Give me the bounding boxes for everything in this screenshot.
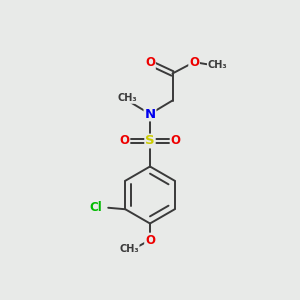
Text: S: S <box>145 134 155 148</box>
Text: CH₃: CH₃ <box>118 93 137 103</box>
Text: O: O <box>145 56 155 70</box>
Text: O: O <box>145 233 155 247</box>
Text: O: O <box>119 134 130 148</box>
Text: N: N <box>144 107 156 121</box>
Text: O: O <box>189 56 199 69</box>
Text: Cl: Cl <box>90 201 103 214</box>
Text: O: O <box>170 134 181 148</box>
Text: CH₃: CH₃ <box>119 244 139 254</box>
Text: CH₃: CH₃ <box>208 60 227 70</box>
